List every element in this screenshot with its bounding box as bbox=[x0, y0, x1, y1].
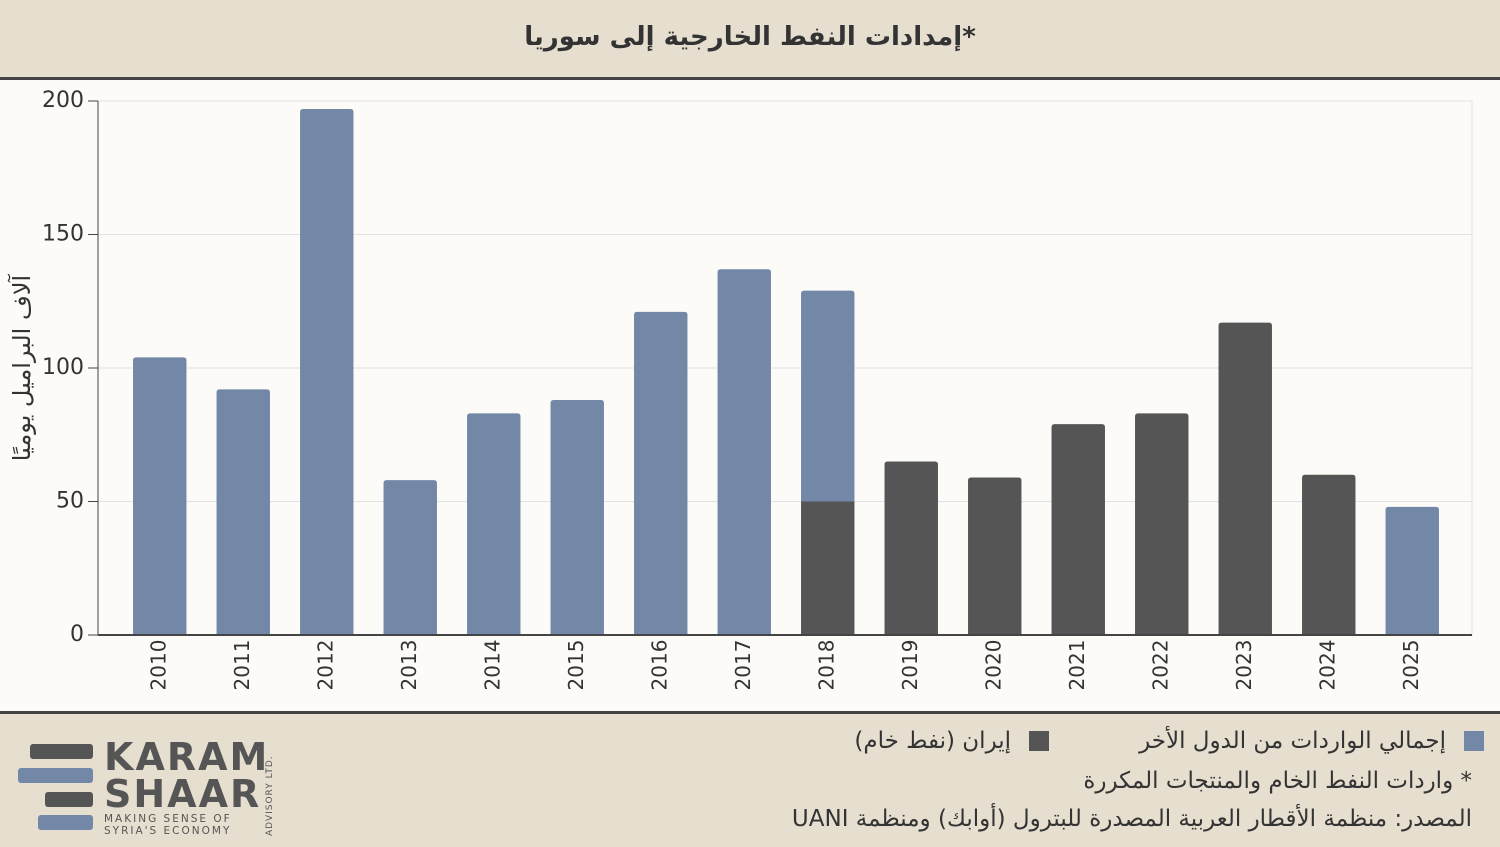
logo-side: ADVISORY LTD. bbox=[265, 755, 275, 836]
x-tick-label: 2018 bbox=[814, 640, 838, 691]
note: * واردات النفط الخام والمنتجات المكررة bbox=[1083, 768, 1472, 794]
x-tick-label: 2010 bbox=[146, 640, 170, 691]
bar bbox=[550, 400, 604, 635]
x-tick-label: 2025 bbox=[1399, 640, 1423, 691]
x-tick-label: 2017 bbox=[731, 640, 755, 691]
x-tick-label: 2016 bbox=[647, 640, 671, 691]
bar bbox=[884, 461, 938, 635]
x-tick-label: 2011 bbox=[230, 640, 254, 691]
bar bbox=[634, 311, 688, 635]
x-tick-label: 2012 bbox=[313, 640, 337, 691]
bar bbox=[968, 477, 1022, 635]
header: إمدادات النفط الخارجية إلى سوريا* bbox=[0, 0, 1500, 80]
y-tick-label: 150 bbox=[42, 222, 84, 247]
bar bbox=[801, 290, 855, 502]
logo: KARAM SHAAR MAKING SENSE OF SYRIA'S ECON… bbox=[18, 735, 275, 837]
y-tick-label: 50 bbox=[56, 489, 84, 514]
logo-tagline: MAKING SENSE OF bbox=[104, 813, 232, 825]
y-tick-label: 0 bbox=[70, 622, 84, 647]
legend-swatch bbox=[1464, 731, 1484, 751]
bar bbox=[1385, 506, 1439, 635]
x-tick-label: 2022 bbox=[1148, 640, 1172, 691]
logo-tagline: SYRIA'S ECONOMY bbox=[104, 825, 231, 837]
y-tick-label: 100 bbox=[42, 355, 84, 380]
x-tick-label: 2020 bbox=[981, 640, 1005, 691]
legend: إجمالي الواردات من الدول الأخر إيران (نفط… bbox=[854, 728, 1484, 754]
bar bbox=[133, 357, 187, 635]
y-axis-label: آلاف البراميل يوميًا bbox=[7, 273, 36, 461]
bar bbox=[1218, 322, 1272, 635]
bar bbox=[1302, 474, 1356, 635]
bar bbox=[467, 413, 521, 635]
chart-title: إمدادات النفط الخارجية إلى سوريا* bbox=[524, 22, 976, 52]
logo-bar bbox=[38, 815, 93, 830]
bar bbox=[1135, 413, 1189, 635]
x-tick-label: 2021 bbox=[1065, 640, 1089, 691]
x-tick-label: 2014 bbox=[480, 640, 504, 691]
x-tick-label: 2023 bbox=[1232, 640, 1256, 691]
logo-bar bbox=[30, 744, 93, 759]
logo-text: KARAM bbox=[104, 735, 269, 779]
chart: آلاف البراميل يوميًا 0 50 100 150 200 2010 201… bbox=[7, 88, 1473, 691]
legend-label: إيران (نفط خام) bbox=[854, 728, 1012, 754]
x-tick-label: 2024 bbox=[1315, 640, 1339, 691]
legend-item: إيران (نفط خام) bbox=[854, 728, 1050, 754]
logo-bar bbox=[45, 792, 93, 807]
bar bbox=[717, 269, 771, 635]
bar bbox=[383, 480, 437, 635]
y-tick-label: 200 bbox=[42, 88, 84, 113]
source: المصدر: منظمة الأقطار العربية المصدرة لل… bbox=[791, 806, 1472, 832]
x-tick-label: 2015 bbox=[564, 640, 588, 691]
logo-bar bbox=[18, 768, 93, 783]
bar bbox=[801, 501, 855, 635]
bar bbox=[216, 389, 270, 635]
bar bbox=[300, 109, 354, 635]
footer: إجمالي الواردات من الدول الأخر إيران (نفط… bbox=[0, 711, 1500, 847]
logo-text: SHAAR bbox=[104, 772, 261, 816]
bar bbox=[1051, 424, 1105, 635]
legend-swatch bbox=[1029, 731, 1050, 751]
x-tick-label: 2019 bbox=[898, 640, 922, 691]
legend-item: إجمالي الواردات من الدول الأخر bbox=[1139, 728, 1484, 754]
legend-label: إجمالي الواردات من الدول الأخر bbox=[1139, 728, 1446, 754]
x-tick-label: 2013 bbox=[397, 640, 421, 691]
